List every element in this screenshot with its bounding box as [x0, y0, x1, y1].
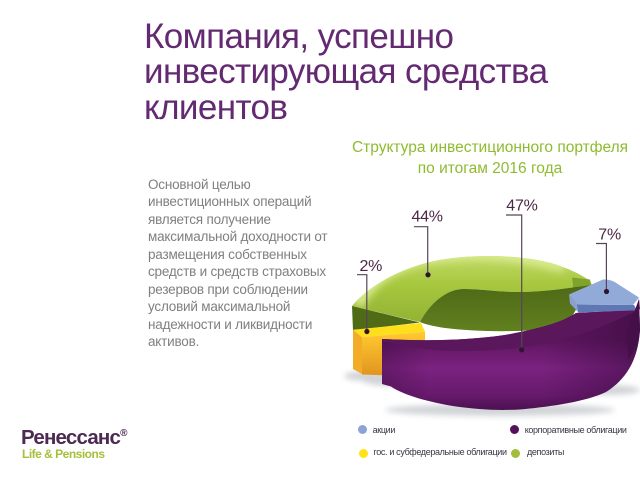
svg-text:7%: 7%: [598, 226, 621, 243]
svg-text:2%: 2%: [360, 258, 383, 275]
svg-text:47%: 47%: [506, 197, 537, 214]
svg-text:44%: 44%: [412, 209, 443, 226]
